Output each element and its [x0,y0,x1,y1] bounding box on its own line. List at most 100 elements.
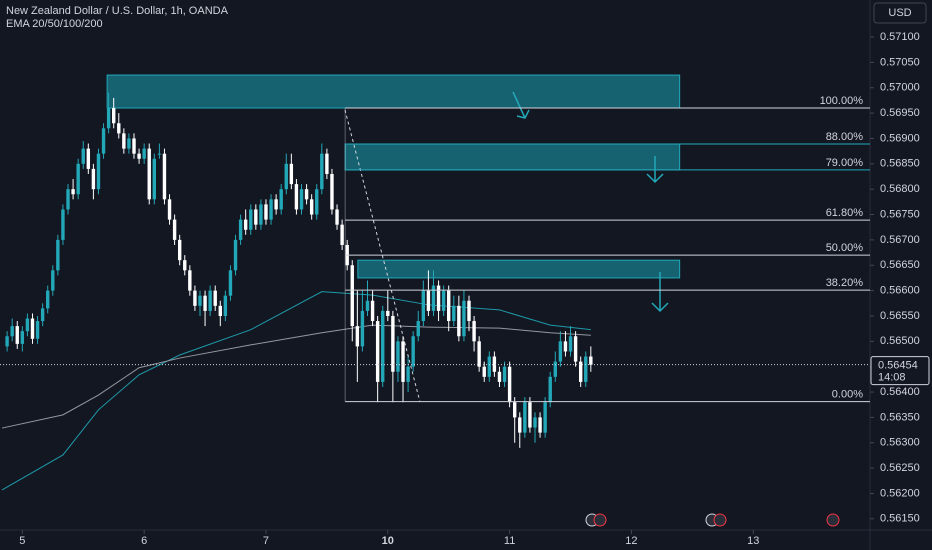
candle-body [167,199,172,220]
last-price-label: 0.56454 [878,360,918,372]
candle-body [578,361,583,382]
fib-label: 88.00% [826,131,864,143]
candle-body [431,285,436,311]
candle-body [325,153,329,174]
candle-body [25,318,30,332]
candle-body [254,209,258,225]
candle-body [20,331,25,344]
candle-body [386,310,390,316]
candle-body [375,321,380,382]
candle-body [106,108,111,129]
candle-body [162,153,167,200]
arrow [512,91,530,119]
candle-body [396,341,400,372]
candle-body [502,366,507,382]
candle-body [441,290,446,311]
y-tick-label: 0.56850 [880,158,920,170]
candle-body [51,270,55,291]
candle-body [548,376,552,403]
y-tick-label: 0.56200 [880,487,920,499]
supply-zone [344,143,681,171]
candle-body [81,148,85,164]
candle-body [563,341,568,352]
candle-body [573,336,578,362]
x-tick-label: 10 [382,535,394,547]
x-tick-label: 11 [504,535,515,547]
candle-body [157,153,162,155]
candle-body [568,336,573,352]
y-tick-label: 0.57050 [880,56,920,68]
candle-body [101,128,106,154]
candle-body [61,209,65,240]
candle-body [365,300,370,311]
countdown-label: 14:08 [878,372,906,384]
y-tick-label: 0.56400 [880,386,920,398]
candle-body [117,123,121,134]
arrow [646,156,664,184]
currency-label[interactable]: USD [888,7,911,19]
candle-body [355,326,360,347]
supply-zone [357,259,681,279]
candle-body [462,300,466,337]
candle-body [46,290,50,309]
candle-body [203,295,207,311]
candle-body [223,295,228,316]
candle-body [507,366,512,403]
candle-body [15,326,19,344]
candle-body [172,219,177,240]
y-tick-label: 0.56500 [880,335,920,347]
candle-body [279,189,283,210]
candle-body [401,341,405,382]
candle-body [66,189,70,210]
candle-body [91,168,96,190]
candle-body [315,189,319,215]
candle-body [533,417,537,428]
candle-body [132,138,136,154]
plot-area [1,74,681,491]
y-tick-label: 0.56950 [880,107,920,119]
candle-body [127,138,131,149]
candle-body [147,148,151,200]
candle-body [208,290,212,311]
fib-label: 100.00% [820,95,864,107]
candle-body [497,371,502,382]
candle-body [249,209,253,230]
candle-body [35,321,40,339]
candle-body [370,300,375,322]
fib-label: 61.80% [826,207,864,219]
candle-body [457,305,461,337]
x-tick-label: 6 [141,535,147,547]
candle-body [447,290,451,322]
candle-body [584,356,588,382]
candle-body [340,224,344,245]
currency-button[interactable] [873,2,927,24]
y-tick-label: 0.56150 [880,513,920,525]
fib-label: 38.20% [826,277,864,289]
candle-body [482,366,486,377]
candle-body [30,318,35,339]
y-tick-label: 0.56300 [880,437,920,449]
candle-body [518,417,522,433]
arrow [651,272,669,313]
y-tick-label: 0.56750 [880,208,920,220]
candle-body [335,209,339,225]
candle-body [360,310,365,347]
ema-line [1,324,591,429]
symbol-title: New Zealand Dollar / U.S. Dollar, 1h, OA… [6,5,229,17]
candle-body [553,361,557,377]
candle-body [264,204,268,220]
candle-body [274,199,278,210]
candle-body [142,148,146,159]
candle-body [5,336,9,347]
ema-line [1,291,591,491]
candle-body [284,163,288,190]
candle-body [309,199,314,215]
candle-body [10,326,14,337]
candle-body [71,189,75,195]
candle-body [381,310,385,382]
y-tick-label: 0.56350 [880,411,920,423]
candle-body [350,265,354,327]
candle-body [294,184,299,210]
trend-line [344,109,421,403]
